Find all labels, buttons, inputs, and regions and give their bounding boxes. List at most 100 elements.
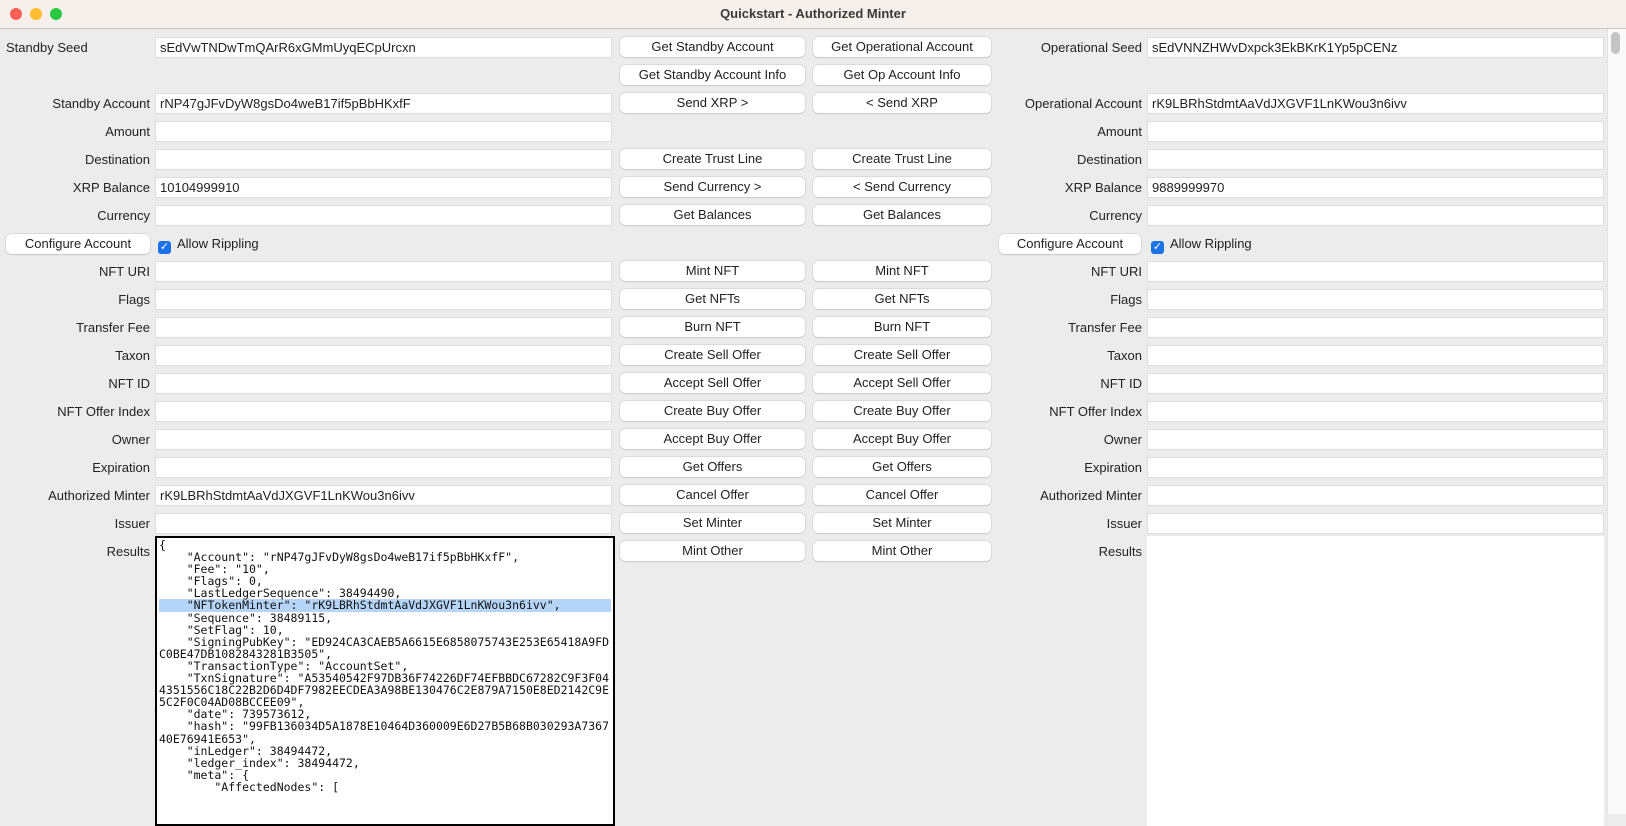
operational-nft-offer-index-input[interactable] xyxy=(1147,401,1604,422)
operational-create-trust-line-button[interactable]: Create Trust Line xyxy=(813,149,991,169)
operational-taxon-input[interactable] xyxy=(1147,345,1604,366)
operational-get-op-account-info-button[interactable]: Get Op Account Info xyxy=(813,65,991,85)
standby-authorized-minter-input[interactable]: rK9LBRhStdmtAaVdJXGVF1LnKWou3n6ivv xyxy=(155,485,612,506)
standby-nft-uri-label: NFT URI xyxy=(98,264,150,279)
operational-set-minter-button[interactable]: Set Minter xyxy=(813,513,991,533)
scrollbar[interactable] xyxy=(1607,29,1626,814)
operational-nft-id-label: NFT ID xyxy=(1100,376,1142,391)
operational-mint-other-button[interactable]: Mint Other xyxy=(813,541,991,561)
operational-send-currency-button[interactable]: < Send Currency xyxy=(813,177,991,197)
zoom-window-button[interactable] xyxy=(50,8,62,20)
operational-transfer-fee-input[interactable] xyxy=(1147,317,1604,338)
selected-result-line: "NFTokenMinter": "rK9LBRhStdmtAaVdJXGVF1… xyxy=(159,599,611,612)
standby-xrp-balance-input[interactable]: 10104999910 xyxy=(155,177,612,198)
allow-rippling-label: Allow Rippling xyxy=(1170,236,1252,251)
operational-get-offers-button[interactable]: Get Offers xyxy=(813,457,991,477)
operational-operational-seed-input[interactable]: sEdVNNZHWvDxpck3EkBKrK1Yp5pCENz xyxy=(1147,37,1604,58)
operational-xrp-balance-input[interactable]: 9889999970 xyxy=(1147,177,1604,198)
operational-currency-input[interactable] xyxy=(1147,205,1604,226)
operational-create-sell-offer-button[interactable]: Create Sell Offer xyxy=(813,345,991,365)
operational-create-buy-offer-button[interactable]: Create Buy Offer xyxy=(813,401,991,421)
standby-standby-seed-input[interactable]: sEdVwTNDwTmQArR6xGMmUyqECpUrcxn xyxy=(155,37,612,58)
result-line: "ledger_index": 38494472, xyxy=(159,755,360,770)
operational-owner-input[interactable] xyxy=(1147,429,1604,450)
standby-issuer-input[interactable] xyxy=(155,513,612,534)
standby-send-xrp-button[interactable]: Send XRP > xyxy=(620,93,805,113)
result-line: "date": 739573612, xyxy=(159,707,312,722)
operational-accept-sell-offer-button[interactable]: Accept Sell Offer xyxy=(813,373,991,393)
result-line: "SigningPubKey": "ED924CA3CAEB5A6615E685… xyxy=(159,634,610,649)
standby-expiration-input[interactable] xyxy=(155,457,612,478)
standby-get-balances-button[interactable]: Get Balances xyxy=(620,205,805,225)
standby-results-textarea[interactable]: { "Account": "rNP47gJFvDyW8gsDo4weB17if5… xyxy=(155,536,615,826)
operational-results-textarea[interactable] xyxy=(1147,536,1604,826)
operational-get-balances-button[interactable]: Get Balances xyxy=(813,205,991,225)
result-line: "Sequence": 38489115, xyxy=(159,610,333,625)
checkmark-icon[interactable]: ✓ xyxy=(158,241,171,254)
minimize-window-button[interactable] xyxy=(30,8,42,20)
standby-get-nfts-button[interactable]: Get NFTs xyxy=(620,289,805,309)
standby-set-minter-button[interactable]: Set Minter xyxy=(620,513,805,533)
operational-operational-account-input[interactable]: rK9LBRhStdmtAaVdJXGVF1LnKWou3n6ivv xyxy=(1147,93,1604,114)
standby-accept-sell-offer-button[interactable]: Accept Sell Offer xyxy=(620,373,805,393)
operational-send-xrp-button[interactable]: < Send XRP xyxy=(813,93,991,113)
result-line: C0BE47DB1082843281B3505", xyxy=(159,646,333,661)
standby-cancel-offer-button[interactable]: Cancel Offer xyxy=(620,485,805,505)
standby-create-buy-offer-button[interactable]: Create Buy Offer xyxy=(620,401,805,421)
result-line: "SetFlag": 10, xyxy=(159,622,284,637)
standby-nft-offer-index-input[interactable] xyxy=(155,401,612,422)
standby-standby-seed-label: Standby Seed xyxy=(6,40,88,55)
operational-destination-input[interactable] xyxy=(1147,149,1604,170)
operational-operational-seed-label: Operational Seed xyxy=(1040,40,1142,55)
scrollbar-thumb[interactable] xyxy=(1611,32,1620,54)
standby-standby-account-input[interactable]: rNP47gJFvDyW8gsDo4weB17if5pBbHKxfF xyxy=(155,93,612,114)
result-line: 4351556C18C22B2D6D4DF7982EECDEA3A98BE130… xyxy=(159,683,610,698)
standby-configure-account-button[interactable]: Configure Account xyxy=(6,234,150,254)
standby-mint-other-button[interactable]: Mint Other xyxy=(620,541,805,561)
standby-owner-input[interactable] xyxy=(155,429,612,450)
close-window-button[interactable] xyxy=(10,8,22,20)
standby-nft-id-input[interactable] xyxy=(155,373,612,394)
operational-configure-account-button[interactable]: Configure Account xyxy=(999,234,1141,254)
standby-authorized-minter-label: Authorized Minter xyxy=(48,488,150,503)
operational-get-operational-account-button[interactable]: Get Operational Account xyxy=(813,37,991,57)
standby-taxon-input[interactable] xyxy=(155,345,612,366)
operational-burn-nft-button[interactable]: Burn NFT xyxy=(813,317,991,337)
standby-burn-nft-button[interactable]: Burn NFT xyxy=(620,317,805,337)
operational-mint-nft-button[interactable]: Mint NFT xyxy=(813,261,991,281)
standby-flags-input[interactable] xyxy=(155,289,612,310)
standby-destination-input[interactable] xyxy=(155,149,612,170)
operational-nft-id-input[interactable] xyxy=(1147,373,1604,394)
operational-authorized-minter-input[interactable] xyxy=(1147,485,1604,506)
standby-create-trust-line-button[interactable]: Create Trust Line xyxy=(620,149,805,169)
standby-destination-label: Destination xyxy=(84,152,150,167)
standby-create-sell-offer-button[interactable]: Create Sell Offer xyxy=(620,345,805,365)
standby-get-standby-account-info-button[interactable]: Get Standby Account Info xyxy=(620,65,805,85)
operational-allow-rippling-checkbox[interactable]: ✓ Allow Rippling xyxy=(1151,234,1252,254)
standby-allow-rippling-checkbox[interactable]: ✓ Allow Rippling xyxy=(158,234,259,254)
standby-nft-uri-input[interactable] xyxy=(155,261,612,282)
operational-expiration-input[interactable] xyxy=(1147,457,1604,478)
standby-get-standby-account-button[interactable]: Get Standby Account xyxy=(620,37,805,57)
standby-results-label: Results xyxy=(106,544,150,559)
standby-accept-buy-offer-button[interactable]: Accept Buy Offer xyxy=(620,429,805,449)
operational-amount-input[interactable] xyxy=(1147,121,1604,142)
operational-accept-buy-offer-button[interactable]: Accept Buy Offer xyxy=(813,429,991,449)
standby-transfer-fee-input[interactable] xyxy=(155,317,612,338)
standby-issuer-label: Issuer xyxy=(114,516,150,531)
standby-send-currency-button[interactable]: Send Currency > xyxy=(620,177,805,197)
operational-get-nfts-button[interactable]: Get NFTs xyxy=(813,289,991,309)
result-line: "hash": "99FB136034D5A1878E10464D360009E… xyxy=(159,719,610,734)
checkmark-icon[interactable]: ✓ xyxy=(1151,241,1164,254)
standby-currency-input[interactable] xyxy=(155,205,612,226)
operational-issuer-input[interactable] xyxy=(1147,513,1604,534)
operational-cancel-offer-button[interactable]: Cancel Offer xyxy=(813,485,991,505)
allow-rippling-label: Allow Rippling xyxy=(177,236,259,251)
operational-destination-label: Destination xyxy=(1076,152,1142,167)
standby-mint-nft-button[interactable]: Mint NFT xyxy=(620,261,805,281)
standby-get-offers-button[interactable]: Get Offers xyxy=(620,457,805,477)
standby-amount-input[interactable] xyxy=(155,121,612,142)
operational-flags-input[interactable] xyxy=(1147,289,1604,310)
operational-nft-uri-input[interactable] xyxy=(1147,261,1604,282)
standby-nft-id-label: NFT ID xyxy=(108,376,150,391)
